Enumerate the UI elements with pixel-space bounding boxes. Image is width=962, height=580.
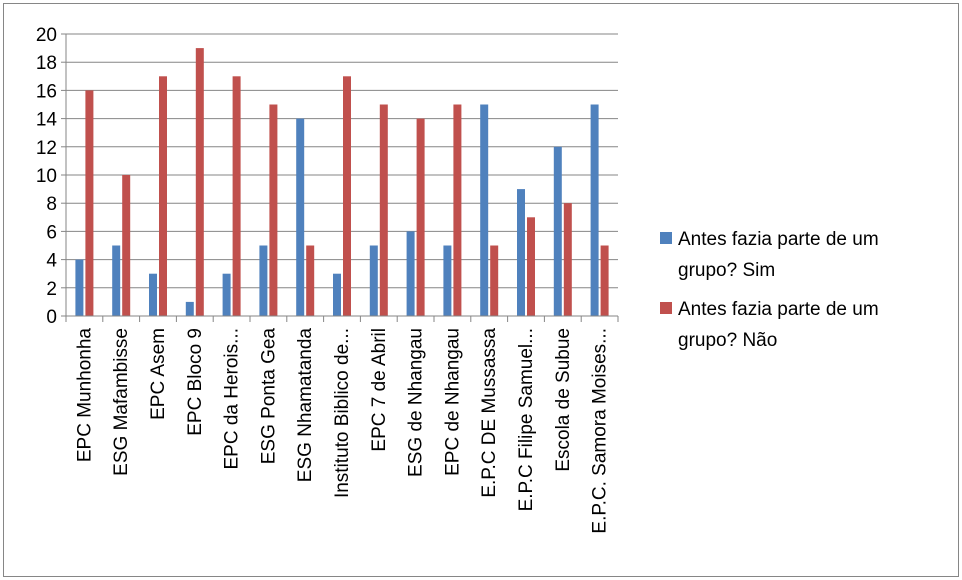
y-tick-label: 0 [46, 307, 57, 328]
bar-nao [85, 90, 94, 317]
bar-sim [75, 259, 84, 316]
bar-sim [112, 245, 121, 316]
x-tick-label: EPC 7 de Abril [369, 328, 390, 452]
y-tick-label: 4 [46, 251, 57, 272]
legend-label: grupo? Não [678, 330, 777, 351]
bar-sim [333, 273, 341, 316]
bar-nao [600, 245, 609, 316]
bar-nao [563, 203, 572, 316]
y-tick-labels: 0 2 4 6 8 10 12 14 16 18 20 [36, 25, 58, 328]
x-tick-label: E.P.C DE Mussassa [479, 328, 500, 498]
bar-nao [416, 118, 425, 316]
bar-sim [149, 273, 157, 316]
bar-sim [185, 301, 194, 316]
bar-sim [443, 245, 452, 316]
y-tick-label: 18 [36, 53, 57, 74]
y-tick-label: 20 [36, 25, 57, 46]
legend-label: grupo? Sim [678, 260, 775, 281]
y-tick-label: 2 [46, 279, 57, 300]
bar-nao [195, 48, 204, 316]
x-tick-label: ESG Nhamatanda [295, 328, 316, 483]
legend: Antes fazia parte de um grupo? Sim Antes f… [660, 229, 879, 351]
x-tick-label: EPC Munhonha [74, 328, 95, 463]
bar-nao [379, 104, 388, 316]
x-tick-label: EPC da Herois... [222, 328, 243, 470]
x-tick-label: Escola de Subue [553, 328, 574, 472]
y-tick-label: 14 [36, 110, 58, 131]
x-tick-label: EPC de Nhangau [442, 328, 463, 476]
bar-sim [590, 104, 599, 316]
y-tick-label: 8 [46, 194, 57, 215]
bar-nao [306, 245, 315, 316]
bar-nao [490, 245, 499, 316]
bar-sim [296, 118, 305, 316]
bar-nao [527, 217, 535, 316]
legend-swatch [660, 302, 672, 314]
x-tick-label: ESG Ponta Gea [258, 328, 279, 465]
bar-nao [232, 76, 241, 316]
x-tick-label: ESG de Nhangau [406, 328, 427, 477]
x-tick-label: E.P.C Filipe Samuel... [516, 328, 537, 511]
bar-nao [343, 76, 351, 316]
legend-swatch [660, 232, 672, 244]
bar-sim [480, 104, 489, 316]
bar-sim [553, 146, 562, 316]
y-tick-label: 12 [36, 138, 57, 159]
bar-nao [159, 76, 167, 316]
bar-nao [122, 175, 131, 316]
x-tick-label: EPC Bloco 9 [185, 328, 206, 436]
bar-sim [369, 245, 378, 316]
gridlines [66, 33, 618, 289]
bar-sim [406, 231, 415, 316]
bar-sim [259, 245, 268, 316]
axes [61, 33, 619, 322]
bar-nao [453, 104, 462, 316]
y-tick-label: 10 [36, 166, 57, 187]
legend-label: Antes fazia parte de um [678, 229, 879, 250]
bar-sim [517, 189, 525, 316]
y-tick-label: 6 [46, 222, 57, 243]
bar-nao [269, 104, 278, 316]
x-tick-label: E.P.C. Samora Moises... [590, 328, 611, 534]
legend-label: Antes fazia parte de um [678, 299, 879, 320]
x-tick-labels: EPC Munhonha ESG Mafambisse EPC Asem EPC Bl… [74, 328, 610, 534]
x-tick-label: EPC Asem [148, 328, 169, 420]
x-tick-label: Instituto Biblico de... [332, 328, 353, 498]
y-tick-label: 16 [36, 81, 57, 102]
x-tick-label: ESG Mafambisse [111, 328, 132, 476]
bar-sim [222, 273, 231, 316]
bars [75, 48, 609, 317]
